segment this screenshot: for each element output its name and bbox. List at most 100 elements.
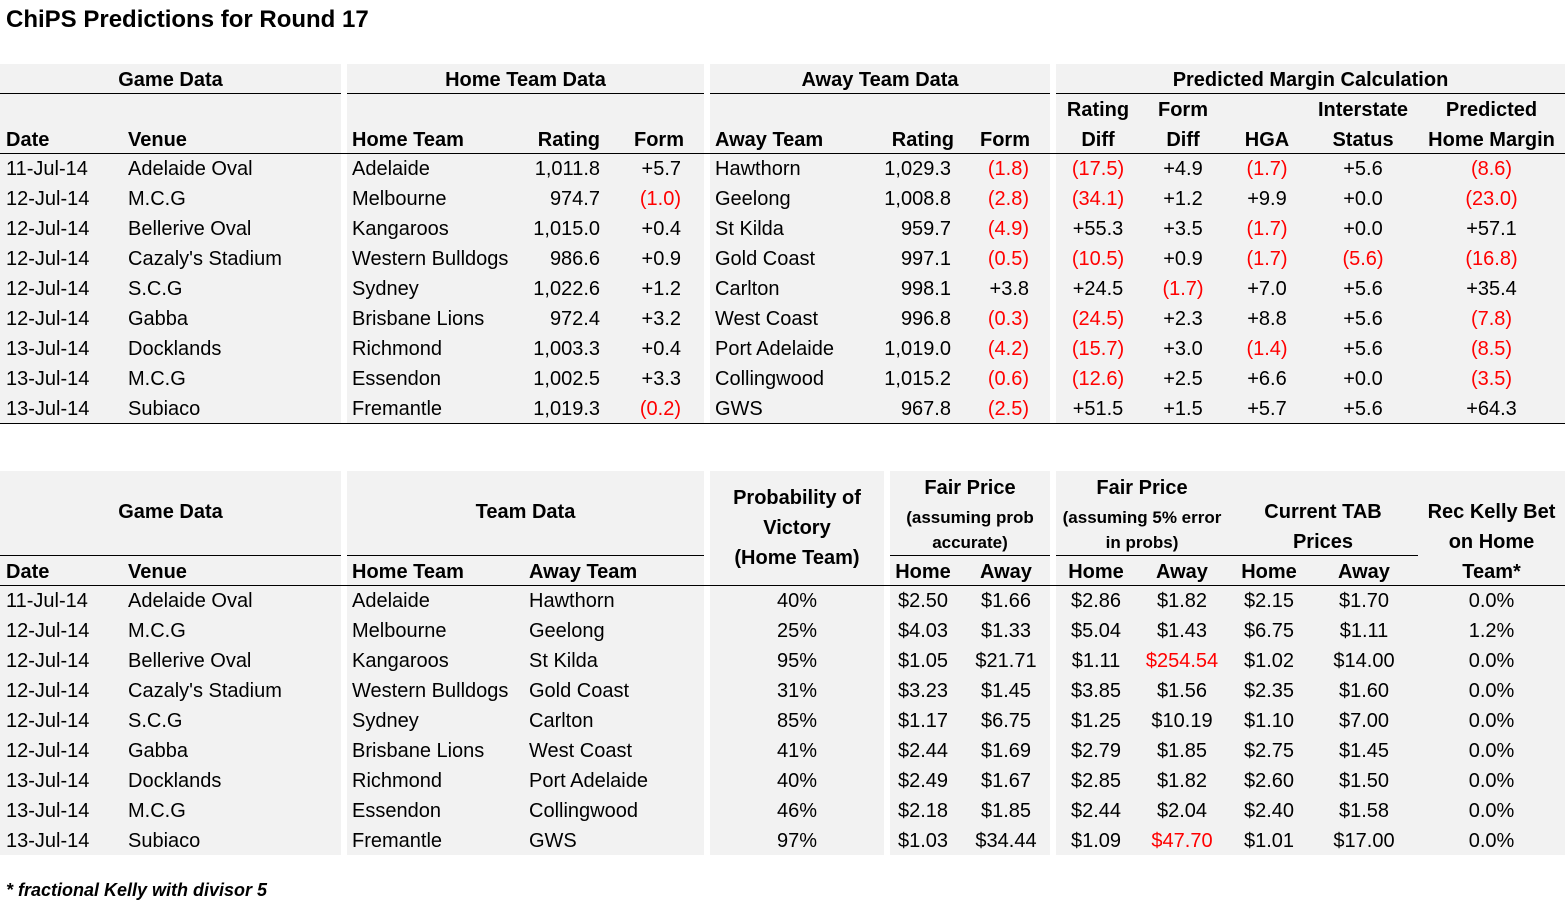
cell-rdiff: (17.5)	[1071, 158, 1125, 180]
cell-hga: (1.7)	[1246, 218, 1288, 240]
cell-hrating: 1,002.5	[533, 368, 600, 390]
cell-f2h: $1.09	[1070, 830, 1122, 852]
header-away-form: Form	[980, 129, 1030, 151]
header-rating-diff-2: Diff	[1081, 129, 1115, 151]
cell-prob: 40%	[776, 590, 818, 612]
section-game-data-2: Game Data	[118, 501, 223, 523]
cell-taba: $1.60	[1338, 680, 1390, 702]
cell-fdiff: +1.2	[1163, 188, 1203, 210]
header-venue: Venue	[128, 129, 187, 151]
header-away-rating: Rating	[891, 129, 954, 151]
cell-f1h: $2.49	[897, 770, 949, 792]
cell-inter: +5.6	[1343, 338, 1383, 360]
table-row: 13-Jul-14 M.C.G Essendon Collingwood 46% $2.1…	[0, 796, 1565, 826]
cell-home: Brisbane Lions	[352, 308, 485, 330]
cell-hform: (1.0)	[639, 188, 681, 210]
cell-pred: (8.5)	[1470, 338, 1513, 360]
table-row: 11-Jul-14 Adelaide Oval Adelaide Hawthorn 40…	[0, 586, 1565, 616]
header-date: Date	[6, 129, 50, 151]
cell-f2h: $2.85	[1070, 770, 1122, 792]
header-away-team-2: Away Team	[529, 561, 638, 583]
cell-f1a: $1.85	[980, 800, 1032, 822]
cell-arating: 959.7	[900, 218, 951, 240]
cell-kelly: 0.0%	[1468, 590, 1515, 612]
cell-away: Port Adelaide	[715, 338, 834, 360]
cell-aform: (0.6)	[987, 368, 1029, 390]
cell-date: 12-Jul-14	[6, 248, 90, 270]
cell-tabh: $1.02	[1243, 650, 1295, 672]
cell-f1h: $1.17	[897, 710, 949, 732]
cell-home: Fremantle	[352, 830, 443, 852]
cell-f1a: $6.75	[980, 710, 1032, 732]
cell-hga: (1.4)	[1246, 338, 1288, 360]
cell-venue: Bellerive Oval	[128, 218, 252, 240]
header-home-rating: Rating	[537, 129, 600, 151]
cell-inter: (5.6)	[1342, 248, 1384, 270]
section-predicted-margin: Predicted Margin Calculation	[1172, 69, 1449, 91]
section-game-data: Game Data	[118, 69, 223, 91]
cell-rdiff: (12.6)	[1071, 368, 1125, 390]
cell-home: Western Bulldogs	[352, 680, 509, 702]
cell-home: Sydney	[352, 278, 419, 300]
cell-pred: +64.3	[1466, 398, 1517, 420]
cell-home: Fremantle	[352, 398, 443, 420]
cell-venue: Docklands	[128, 770, 222, 792]
cell-arating: 1,029.3	[884, 158, 951, 180]
cell-rdiff: (34.1)	[1071, 188, 1125, 210]
cell-f2a: $1.82	[1156, 770, 1208, 792]
cell-hrating: 974.7	[549, 188, 600, 210]
cell-prob: 85%	[776, 710, 818, 732]
cell-home: Richmond	[352, 338, 443, 360]
cell-away: Gold Coast	[529, 680, 630, 702]
cell-away: St Kilda	[715, 218, 784, 240]
cell-date: 11-Jul-14	[6, 590, 88, 612]
cell-fdiff: +1.5	[1163, 398, 1203, 420]
header-kelly-line3: Team*	[1462, 561, 1521, 583]
cell-inter: +0.0	[1343, 188, 1383, 210]
cell-pred: (3.5)	[1470, 368, 1513, 390]
cell-tabh: $2.60	[1243, 770, 1295, 792]
cell-pred: (16.8)	[1465, 248, 1518, 270]
cell-date: 12-Jul-14	[6, 680, 90, 702]
table-row: 13-Jul-14 Subiaco Fremantle 1,019.3 (0.2) GWS…	[0, 394, 1565, 424]
cell-rdiff: (10.5)	[1071, 248, 1125, 270]
cell-arating: 998.1	[900, 278, 951, 300]
cell-away: West Coast	[715, 308, 818, 330]
section-away-team-data: Away Team Data	[801, 69, 959, 91]
header-home-form: Form	[634, 129, 684, 151]
cell-prob: 31%	[776, 680, 818, 702]
cell-home: Sydney	[352, 710, 419, 732]
cell-home: Essendon	[352, 800, 441, 822]
cell-rdiff: (15.7)	[1071, 338, 1125, 360]
cell-venue: Subiaco	[128, 830, 201, 852]
cell-hform: (0.2)	[639, 398, 681, 420]
cell-away: Hawthorn	[529, 590, 615, 612]
cell-f1a: $21.71	[975, 650, 1037, 672]
table-row: 12-Jul-14 M.C.G Melbourne Geelong 25% $4.03 $1…	[0, 616, 1565, 646]
header-probability-line2: Victory	[763, 517, 831, 539]
cell-home: Melbourne	[352, 188, 447, 210]
cell-hrating: 1,022.6	[533, 278, 600, 300]
predictions-table: Game Data Home Team Data Away Team Data …	[0, 64, 1565, 424]
cell-date: 13-Jul-14	[6, 770, 90, 792]
header-kelly-line2: on Home	[1448, 531, 1535, 553]
cell-venue: M.C.G	[128, 800, 186, 822]
cell-date: 12-Jul-14	[6, 710, 90, 732]
cell-f1h: $2.44	[897, 740, 949, 762]
cell-kelly: 0.0%	[1468, 680, 1515, 702]
cell-kelly: 0.0%	[1468, 710, 1515, 732]
header-interstate-status-2: Status	[1332, 129, 1394, 151]
header-form-diff: Form	[1158, 99, 1208, 121]
header-kelly-line1: Rec Kelly Bet	[1427, 501, 1556, 523]
header-current-tab: Current TAB	[1264, 501, 1382, 523]
header-fair-price-1-note-b: accurate)	[932, 533, 1008, 552]
cell-prob: 41%	[776, 740, 818, 762]
cell-away: Carlton	[529, 710, 594, 732]
header-fair-price-1: Fair Price	[924, 477, 1016, 499]
cell-prob: 25%	[776, 620, 818, 642]
cell-home: Adelaide	[352, 590, 430, 612]
cell-fdiff: +0.9	[1163, 248, 1203, 270]
cell-inter: +5.6	[1343, 158, 1383, 180]
cell-rdiff: +55.3	[1072, 218, 1124, 240]
cell-pred: +35.4	[1466, 278, 1517, 300]
